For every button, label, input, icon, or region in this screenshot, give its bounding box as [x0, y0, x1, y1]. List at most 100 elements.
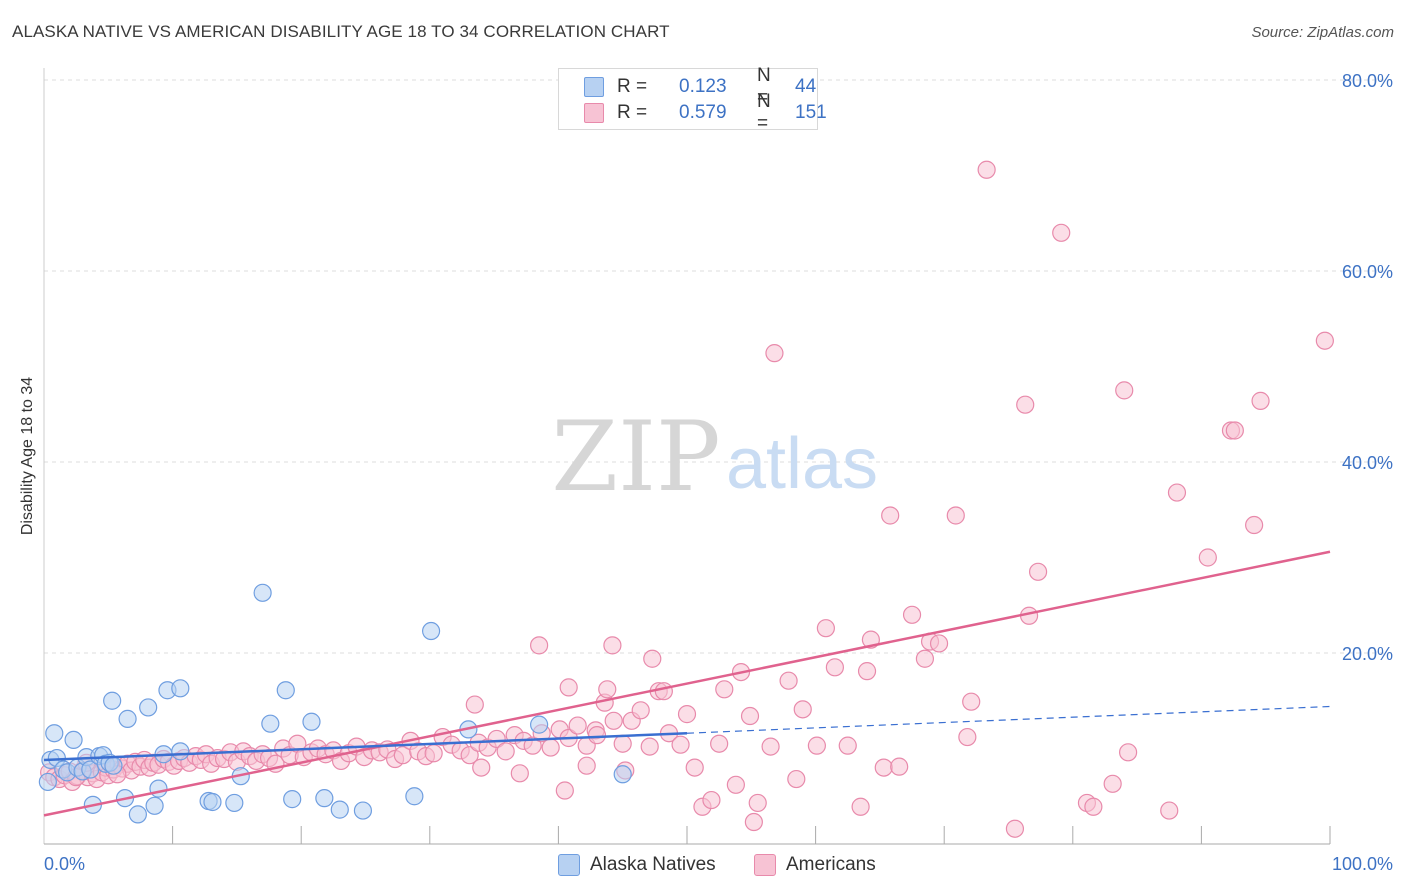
americans-point: [555, 781, 574, 800]
source-attribution: Source: ZipAtlas.com: [1251, 24, 1394, 41]
americans-point: [1052, 223, 1071, 242]
americans-point: [685, 758, 704, 777]
y-tick-label: 80.0%: [1342, 71, 1393, 91]
alaska-natives-point: [283, 790, 302, 809]
americans-point: [487, 729, 506, 749]
americans-point: [761, 737, 780, 756]
alaska-natives-point: [405, 787, 424, 806]
alaska-natives-point: [315, 789, 334, 808]
tick-labels: 20.0% 40.0% 60.0% 80.0% 0.0% 100.0%: [44, 71, 1393, 874]
americans-point: [744, 812, 763, 832]
americans-point: [1160, 801, 1179, 820]
americans-point: [496, 742, 515, 761]
americans-point: [604, 711, 623, 730]
alaska-natives-point: [330, 800, 349, 819]
americans-point: [881, 506, 900, 525]
americans-point: [765, 344, 784, 363]
alaska-natives-point: [64, 730, 83, 750]
americans-point: [915, 649, 935, 668]
americans-point: [510, 764, 529, 783]
x-tick-label: 100.0%: [1332, 854, 1393, 874]
watermark-zip: ZIP: [551, 401, 720, 513]
watermark: ZIP atlas: [551, 401, 878, 513]
americans-point: [958, 727, 977, 747]
alaska-natives-point: [145, 796, 164, 815]
americans-point: [825, 658, 844, 677]
gridlines: [44, 79, 1392, 654]
americans-point: [1167, 483, 1187, 502]
legend-r-label: R =: [617, 102, 648, 123]
americans-point: [472, 758, 491, 777]
americans-point: [1315, 331, 1334, 350]
americans-point: [779, 671, 798, 690]
americans-point: [577, 756, 596, 775]
americans-point: [541, 738, 560, 757]
americans-point: [424, 744, 443, 763]
alaska-natives-point: [530, 715, 549, 734]
americans-point: [640, 737, 659, 756]
alaska-natives-point: [302, 712, 321, 731]
americans-point: [1084, 797, 1103, 816]
americans-point: [465, 695, 484, 714]
americans-point: [1028, 562, 1048, 581]
legend-item-alaska-natives: Alaska Natives: [558, 852, 716, 878]
alaska-natives-point: [353, 801, 373, 820]
americans-point: [654, 682, 673, 701]
americans-point: [1103, 774, 1122, 793]
americans-point: [740, 706, 760, 726]
americans-point: [702, 790, 721, 810]
alaska-natives-point: [613, 765, 632, 784]
americans-point: [523, 736, 542, 755]
y-tick-label: 40.0%: [1342, 453, 1393, 473]
legend-swatch-pink: [754, 854, 776, 876]
alaska-natives-point: [421, 621, 441, 641]
americans-point: [613, 734, 632, 753]
americans-point: [460, 746, 479, 765]
trend-lines: [43, 550, 1331, 817]
y-tick-label: 20.0%: [1342, 644, 1393, 664]
axes: [43, 68, 1331, 845]
americans-point: [643, 649, 662, 668]
alaska-natives-point: [139, 698, 158, 717]
alaska-natives-trend-extension: [686, 705, 1331, 734]
alaska-natives-point: [253, 583, 272, 602]
legend-swatch-blue: [584, 77, 604, 97]
americans-point: [568, 716, 587, 735]
alaska-natives-trend-line: [43, 731, 688, 762]
legend-n-label: N =: [757, 91, 771, 134]
alaska-natives-point: [276, 681, 295, 700]
americans-point: [787, 769, 806, 789]
americans-point: [1198, 548, 1217, 567]
americans-point: [587, 726, 607, 745]
americans-point: [603, 636, 622, 655]
legend-swatch-blue: [558, 854, 580, 876]
americans-point: [1118, 743, 1138, 762]
alaska-natives-point: [104, 756, 123, 775]
americans-point: [1115, 381, 1134, 400]
americans-point: [598, 680, 617, 699]
americans-point: [851, 797, 870, 816]
americans-point: [929, 634, 949, 653]
legend-r-label: R =: [617, 76, 648, 97]
americans-point: [816, 619, 835, 638]
legend-label-americans: Americans: [786, 854, 876, 875]
americans-point: [1251, 391, 1270, 410]
legend-item-americans: Americans: [754, 852, 876, 878]
americans-point: [890, 757, 909, 776]
americans-point: [977, 160, 996, 179]
legend-swatch-pink: [584, 103, 604, 123]
legend-n-label: N =: [757, 65, 771, 108]
americans-point: [902, 605, 922, 624]
correlation-legend: R = 0.123 N = 44 R = 0.579 N = 151: [558, 65, 827, 134]
alaska-natives-point: [38, 772, 57, 792]
alaska-natives-point: [203, 792, 222, 812]
americans-point: [1005, 819, 1025, 838]
americans-point: [631, 701, 650, 720]
americans-point: [677, 705, 697, 724]
alaska-natives-point: [171, 679, 190, 698]
americans-point: [671, 735, 690, 754]
americans-point: [838, 736, 857, 755]
alaska-natives-point: [128, 805, 147, 824]
alaska-natives-point: [103, 691, 122, 710]
legend-n-value: 151: [795, 102, 827, 123]
